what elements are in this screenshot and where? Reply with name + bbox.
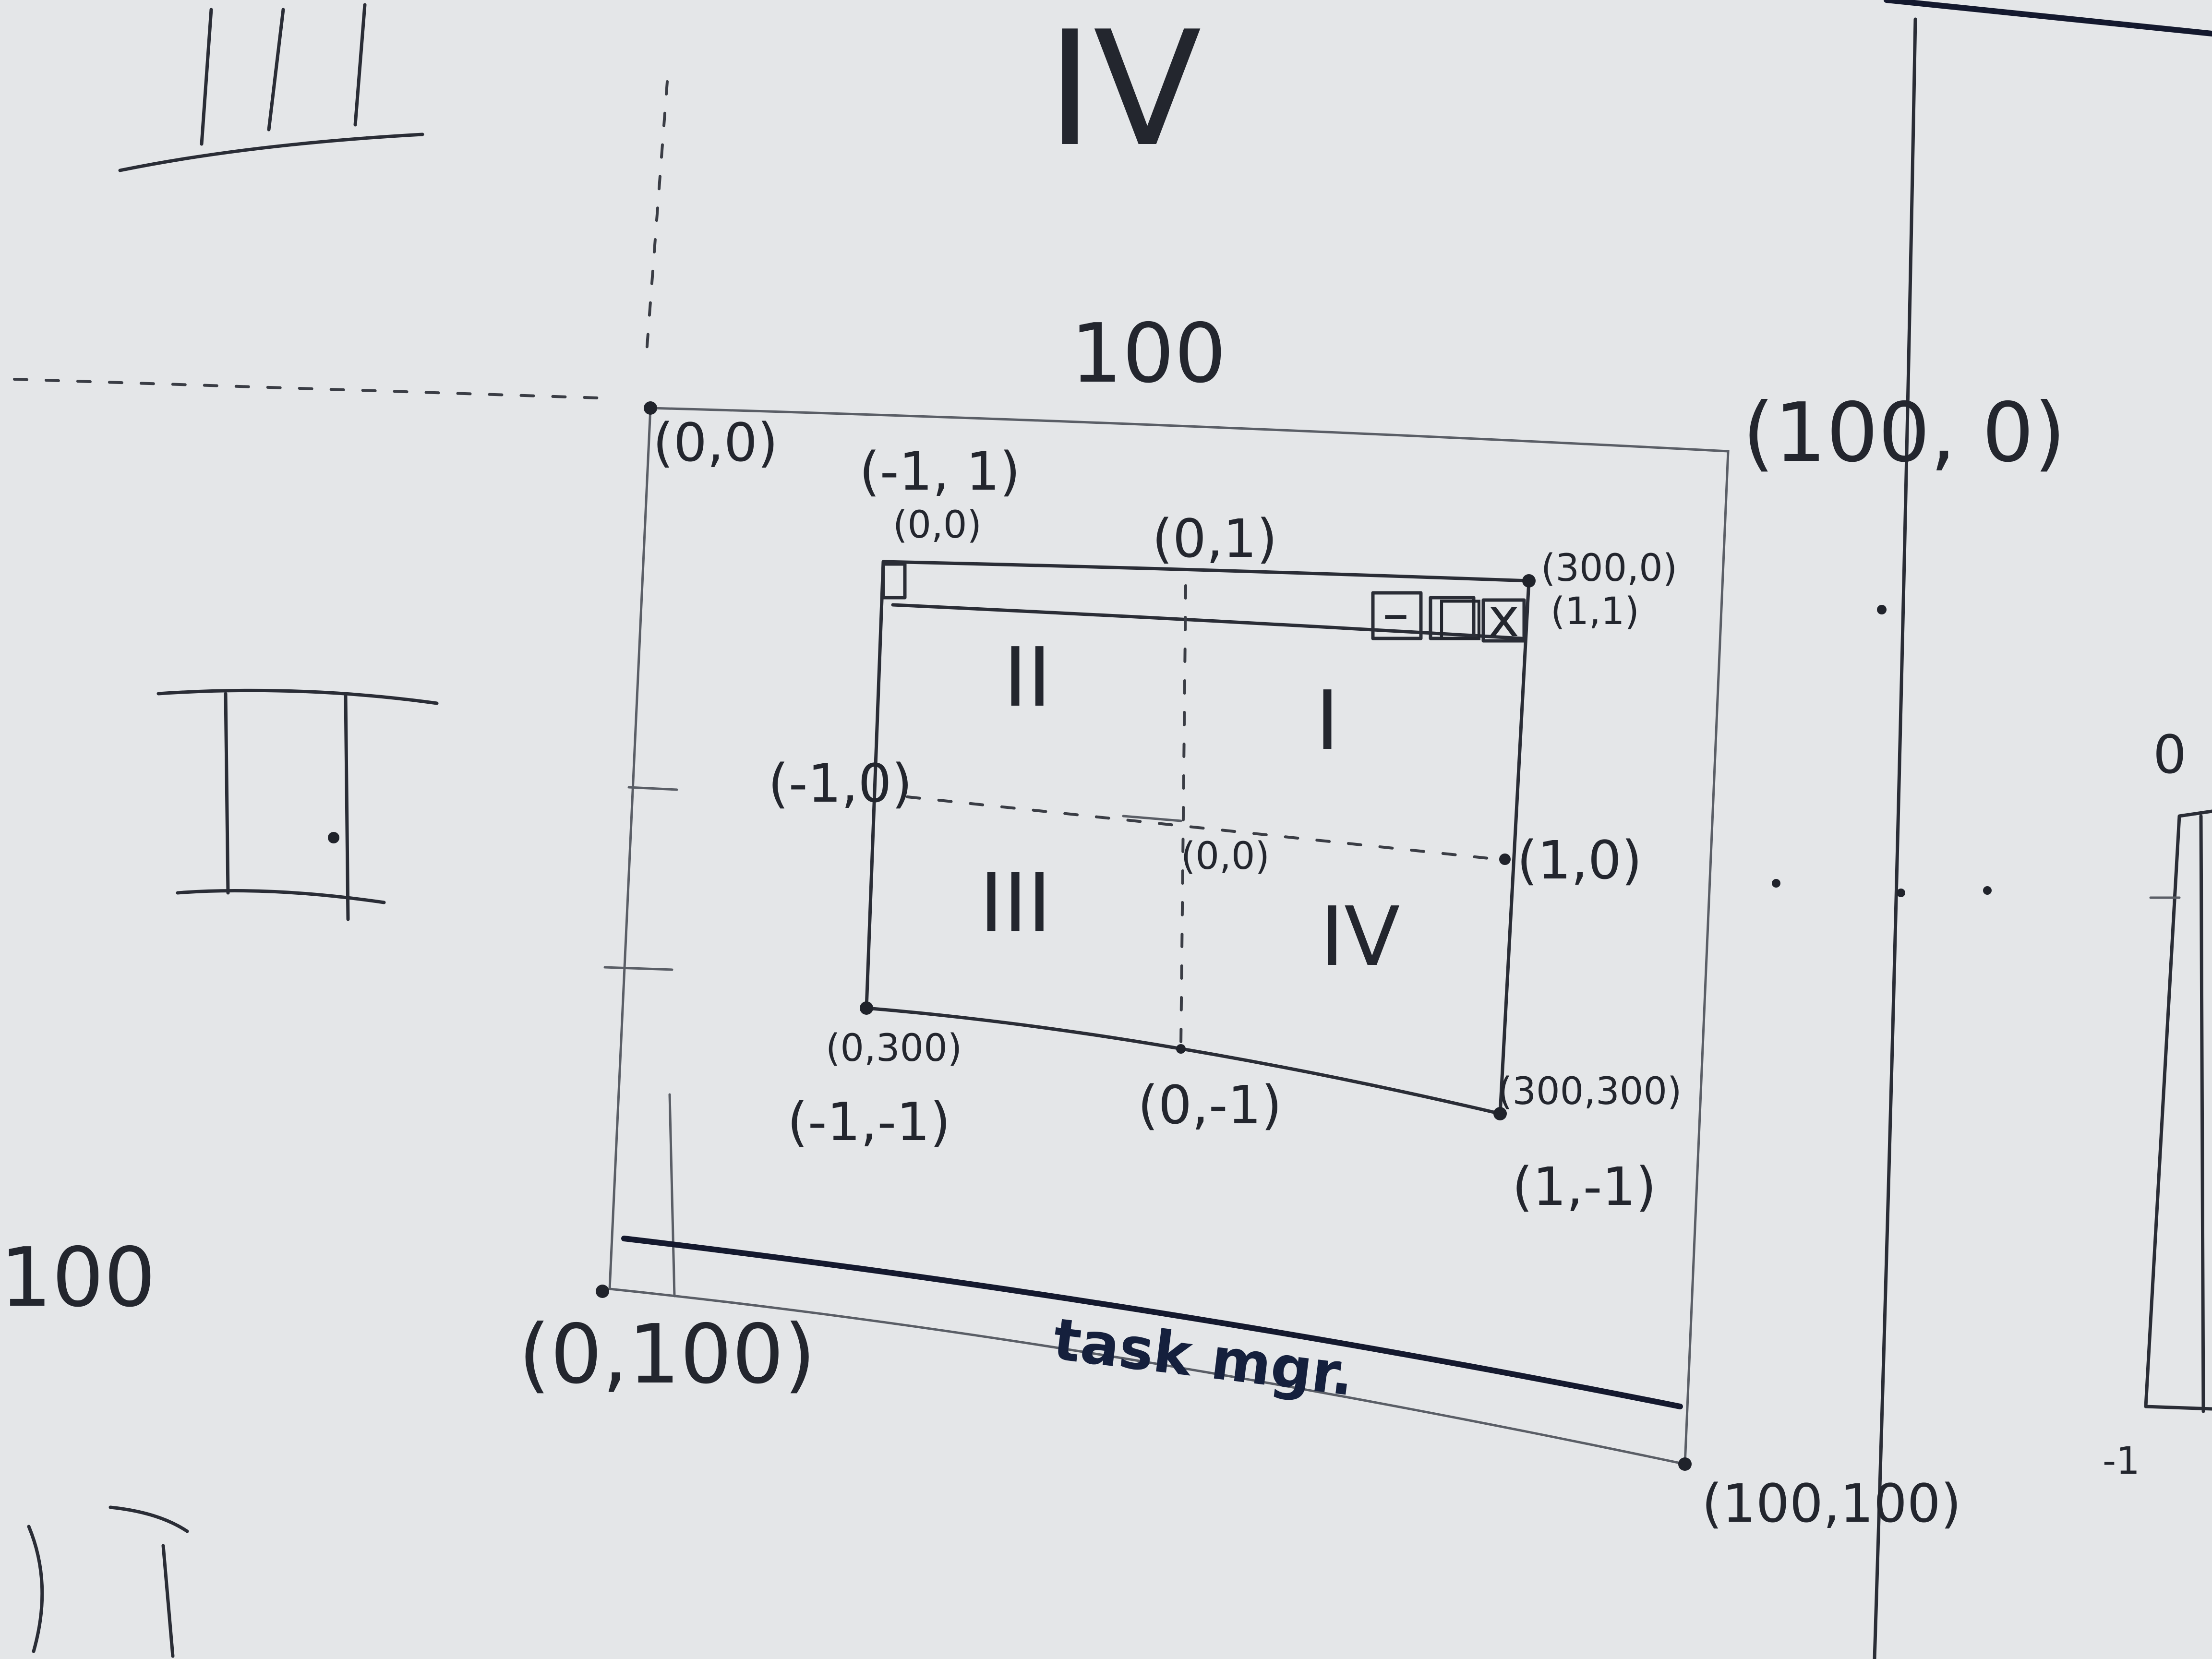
screen-outline: 100 100 (0,0) (100, 0) (0,100) (100,100)	[0, 306, 2066, 1534]
label-window-bottom-right-px: (300,300)	[1498, 1070, 1682, 1113]
label-outer-width: 100	[1070, 306, 1226, 401]
label-quadrant-4: IV	[1320, 890, 1400, 985]
label-outer-top-left: (0,0)	[653, 412, 778, 473]
label-window-bottom-right-ndc: (1,-1)	[1512, 1156, 1656, 1217]
label-quadrant-3: III	[979, 856, 1051, 951]
label-window-bottom-left-ndc: (-1,-1)	[787, 1091, 950, 1153]
label-right-zero: 0	[2153, 724, 2187, 785]
label-top-numeral: IV	[1046, 0, 1202, 181]
label-window-bottom-left-px: (0,300)	[826, 1027, 962, 1070]
minimize-icon: –	[1382, 582, 1409, 644]
label-axis-center: (0,0)	[1181, 835, 1270, 878]
window-maximize-button[interactable]: □	[1429, 585, 1485, 646]
label-window-top-left-px: (0,0)	[893, 504, 982, 547]
window-minimize-button[interactable]: –	[1371, 582, 1423, 644]
close-icon: x	[1488, 587, 1519, 649]
label-right-minus-one: -1	[2103, 1440, 2140, 1483]
label-outer-bottom-right: (100,100)	[1702, 1473, 1961, 1534]
label-outer-bottom-left: (0,100)	[518, 1307, 816, 1402]
label-axis-top: (0,1)	[1152, 508, 1277, 569]
label-window-top-left-ndc: (-1, 1)	[859, 441, 1020, 502]
maximize-icon: □	[1435, 585, 1485, 646]
label-axis-right: (1,0)	[1517, 830, 1642, 891]
label-outer-height: 100	[0, 1230, 156, 1325]
window-close-button[interactable]: x	[1481, 587, 1526, 649]
label-axis-left: (-1,0)	[768, 753, 912, 814]
label-window-top-right-px: (300,0)	[1541, 547, 1677, 590]
label-quadrant-2: II	[1003, 630, 1051, 725]
label-axis-bottom: (0,-1)	[1138, 1074, 1282, 1136]
label-window-top-right-ndc: (1,1)	[1551, 590, 1639, 633]
label-quadrant-1: I	[1315, 673, 1339, 769]
label-outer-top-right: (100, 0)	[1743, 385, 2066, 481]
window-outline: – □ x I II III IV (-1, 1) (0,0) (300,0) …	[768, 441, 1682, 1217]
